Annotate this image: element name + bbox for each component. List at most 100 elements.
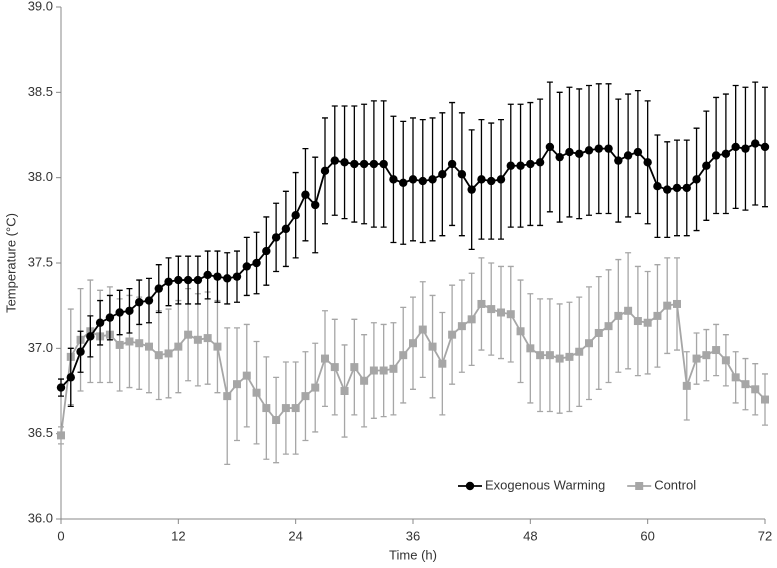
point — [145, 342, 153, 351]
point — [350, 363, 359, 372]
point — [604, 322, 613, 331]
point — [536, 351, 545, 360]
point — [183, 275, 193, 285]
point — [614, 156, 623, 165]
point — [692, 354, 701, 363]
point — [496, 175, 506, 184]
point — [115, 340, 124, 349]
legend-marker — [465, 481, 475, 491]
point — [575, 347, 584, 356]
x-tick-label: 36 — [406, 528, 420, 543]
point — [575, 149, 584, 158]
y-tick-label: 37.0 — [28, 340, 53, 355]
point — [399, 178, 408, 187]
point — [682, 183, 691, 193]
point — [760, 142, 770, 152]
point — [213, 342, 222, 351]
point — [604, 144, 613, 153]
point — [653, 311, 662, 320]
point — [545, 142, 555, 152]
point — [340, 158, 349, 167]
x-tick-label: 24 — [288, 528, 302, 543]
point — [516, 327, 525, 336]
point — [86, 332, 95, 341]
point — [379, 366, 388, 375]
y-axis-title: Temperature (°C) — [3, 213, 18, 313]
point — [360, 376, 369, 385]
point — [731, 142, 740, 152]
point — [673, 299, 681, 308]
point — [526, 344, 535, 353]
point — [203, 270, 212, 280]
point — [477, 175, 486, 184]
point — [154, 351, 163, 360]
point — [711, 151, 721, 160]
y-tick-label: 39.0 — [28, 0, 53, 13]
point — [751, 139, 760, 148]
point — [242, 262, 251, 271]
point — [614, 311, 623, 320]
point — [428, 342, 437, 351]
point — [741, 144, 750, 153]
point — [291, 211, 300, 220]
point — [321, 354, 329, 363]
point — [643, 158, 652, 167]
point — [643, 318, 652, 327]
point — [487, 305, 496, 314]
point — [585, 339, 593, 348]
point — [555, 354, 564, 363]
point — [262, 404, 271, 413]
point — [535, 158, 545, 167]
point — [399, 351, 408, 360]
point — [379, 159, 388, 169]
point — [311, 383, 320, 392]
point — [672, 183, 682, 193]
point — [389, 364, 398, 373]
point — [76, 347, 85, 356]
y-tick-label: 38.0 — [28, 169, 53, 184]
y-tick-label: 38.5 — [28, 84, 53, 99]
point — [633, 147, 643, 157]
point — [702, 351, 711, 360]
point — [447, 159, 457, 169]
point — [565, 147, 574, 157]
point — [555, 152, 564, 162]
point — [663, 301, 672, 310]
point — [223, 392, 232, 401]
point — [330, 363, 339, 372]
point — [418, 176, 427, 186]
legend-label: Exogenous Warming — [485, 477, 605, 492]
point — [95, 318, 105, 327]
point — [272, 416, 281, 425]
point — [281, 404, 290, 413]
point — [409, 339, 417, 348]
point — [350, 159, 359, 169]
point — [594, 144, 603, 153]
point — [144, 296, 154, 305]
point — [57, 431, 65, 440]
point — [223, 274, 232, 283]
point — [301, 392, 310, 401]
legend-marker — [635, 482, 644, 490]
point — [154, 284, 163, 293]
point — [408, 175, 418, 184]
point — [233, 380, 241, 389]
point — [506, 161, 515, 170]
point — [457, 170, 467, 179]
point — [497, 308, 505, 317]
point — [115, 308, 124, 317]
point — [751, 385, 760, 394]
point — [545, 351, 554, 360]
x-tick-label: 48 — [523, 528, 537, 543]
point — [682, 381, 691, 390]
point — [242, 371, 251, 380]
point — [487, 176, 496, 186]
point — [330, 156, 339, 165]
point — [252, 388, 261, 397]
legend-label: Control — [654, 477, 696, 492]
point — [281, 224, 291, 234]
point — [438, 359, 447, 368]
point — [105, 313, 115, 322]
point — [164, 277, 173, 286]
